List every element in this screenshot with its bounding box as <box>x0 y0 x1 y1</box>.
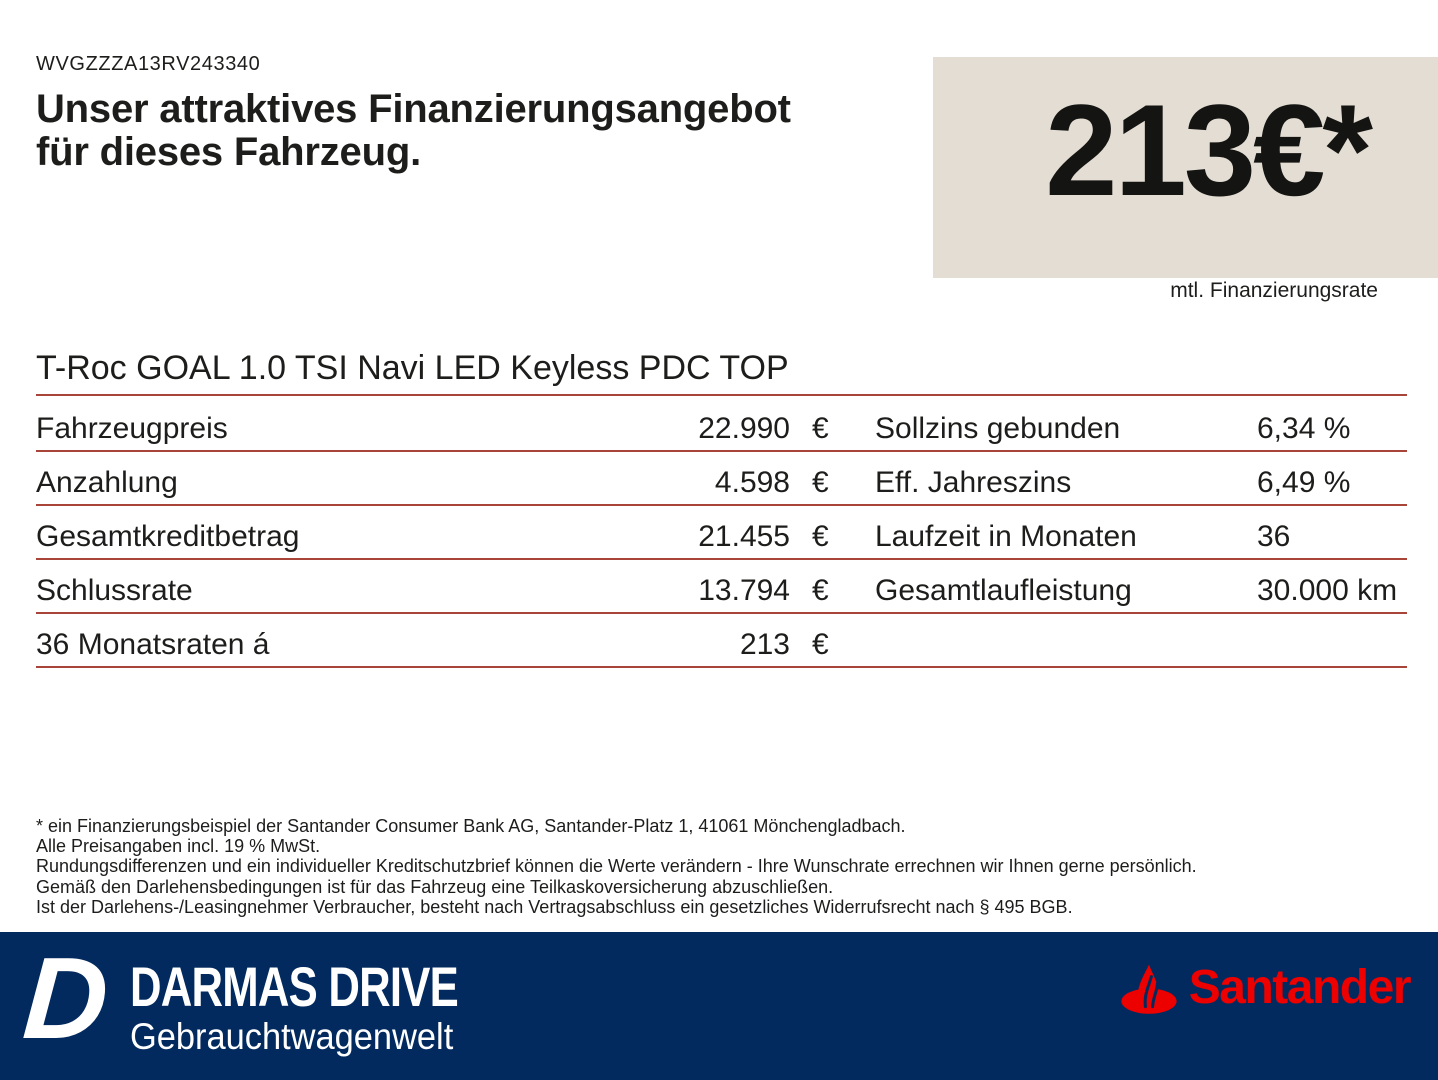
table-row: Schlussrate 13.794 € Gesamtlaufleistung … <box>36 560 1407 614</box>
row-value-left: 213 <box>739 628 790 661</box>
headline-line2: für dieses Fahrzeug. <box>36 130 421 174</box>
row-value-right: 6,49 % <box>1257 466 1351 499</box>
row-label-right: Laufzeit in Monaten <box>875 520 1137 553</box>
monthly-rate-caption: mtl. Finanzierungsrate <box>1170 279 1378 302</box>
footnote-line: Gemäß den Darlehensbedingungen ist für d… <box>36 876 834 897</box>
footer-bar: D DARMAS DRIVE Gebrauchtwagenwelt Santan… <box>0 932 1438 1080</box>
footnote-line: Alle Preisangaben incl. 19 % MwSt. <box>36 836 321 857</box>
row-label-right: Sollzins gebunden <box>875 412 1121 445</box>
row-label-left: Schlussrate <box>36 574 193 607</box>
row-value-right: 6,34 % <box>1257 412 1351 445</box>
dealer-name: DARMAS DRIVE <box>130 955 459 1018</box>
row-value-left: 4.598 <box>714 466 790 499</box>
row-label-left: 36 Monatsraten á <box>36 628 270 661</box>
row-value-right: 36 <box>1257 520 1291 553</box>
page-title: Unser attraktives Finanzierungsangebot f… <box>36 88 791 174</box>
table-row: Fahrzeugpreis 22.990 € Sollzins gebunden… <box>36 398 1407 452</box>
santander-wordmark: Santander <box>1188 961 1412 1014</box>
row-label-right: Eff. Jahreszins <box>875 466 1072 499</box>
row-value-left: 13.794 <box>698 574 790 607</box>
row-unit-left: € <box>812 574 829 607</box>
footnote-line: Rundungsdifferenzen und ein individuelle… <box>36 856 1197 877</box>
row-value-left: 22.990 <box>698 412 790 445</box>
dealer-subtitle: Gebrauchtwagenwelt <box>130 1016 454 1057</box>
finance-table: Fahrzeugpreis 22.990 € Sollzins gebunden… <box>36 398 1407 668</box>
santander-flame-icon <box>1121 964 1177 1014</box>
row-value-left: 21.455 <box>698 520 790 553</box>
row-unit-left: € <box>812 466 829 499</box>
vehicle-title: T-Roc GOAL 1.0 TSI Navi LED Keyless PDC … <box>36 349 1407 396</box>
table-row: 36 Monatsraten á 213 € <box>36 614 1407 668</box>
monthly-rate-box: 213€* mtl. Finanzierungsrate <box>933 57 1438 302</box>
row-label-left: Gesamtkreditbetrag <box>36 520 300 553</box>
headline-line1: Unser attraktives Finanzierungsangebot <box>36 87 791 131</box>
footnote-line: * ein Finanzierungsbeispiel der Santande… <box>36 816 906 836</box>
vin-number: WVGZZZA13RV243340 <box>36 53 261 75</box>
row-unit-left: € <box>812 412 829 445</box>
footnotes: * ein Finanzierungsbeispiel der Santande… <box>36 816 1416 917</box>
row-unit-left: € <box>812 520 829 553</box>
row-value-right: 30.000 km <box>1257 574 1398 607</box>
row-unit-left: € <box>812 628 829 661</box>
table-row: Gesamtkreditbetrag 21.455 € Laufzeit in … <box>36 506 1407 560</box>
row-label-left: Fahrzeugpreis <box>36 412 228 445</box>
row-label-right: Gesamtlaufleistung <box>875 574 1132 607</box>
darmas-drive-logo-icon: D <box>19 933 113 1063</box>
santander-logo: Santander <box>1119 960 1412 1015</box>
monthly-rate-amount: 213€* <box>1045 77 1373 223</box>
table-row: Anzahlung 4.598 € Eff. Jahreszins 6,49 % <box>36 452 1407 506</box>
footnote-line: Ist der Darlehens-/Leasingnehmer Verbrau… <box>36 896 1073 917</box>
row-label-left: Anzahlung <box>36 466 178 499</box>
